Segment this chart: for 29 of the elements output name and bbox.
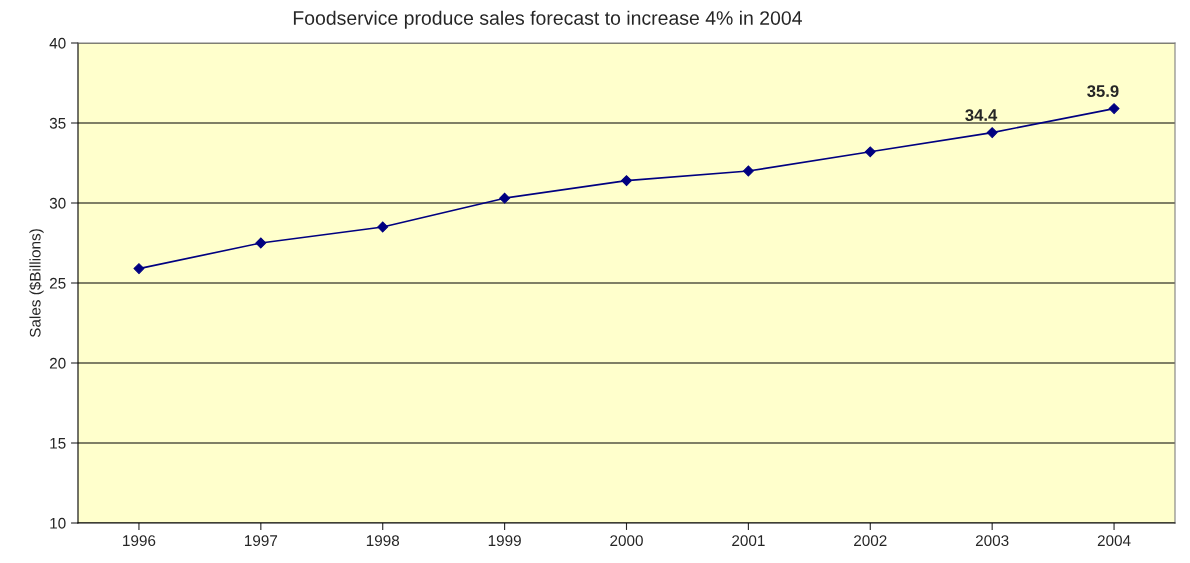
data-label: 34.4: [965, 109, 998, 121]
x-tick-label: 1999: [488, 535, 521, 547]
x-tick-label: 1997: [245, 535, 278, 547]
point: [621, 175, 632, 187]
x-tick-label: 2004: [1097, 535, 1131, 547]
point: [133, 263, 145, 275]
x-tick-label: 2000: [610, 535, 643, 547]
y-tick-label: 35: [49, 117, 66, 129]
y-tick-label: 15: [50, 438, 66, 449]
y-tick-label: 10: [50, 517, 66, 529]
y-tick-label: 40: [49, 37, 66, 49]
point: [499, 192, 511, 204]
point: [742, 165, 754, 177]
x-tick-label: 2003: [975, 535, 1009, 547]
x-tick-label: 2002: [854, 535, 887, 547]
y-tick-label: 30: [49, 197, 66, 209]
y-tick-label: 20: [49, 357, 66, 369]
point: [864, 146, 876, 158]
y-axis-title: Sales ($Billions): [29, 229, 44, 338]
data-label: 35.9: [1087, 85, 1119, 97]
point: [255, 237, 267, 249]
chart-title: Foodservice produce sales forecast to increase 4% in 2004: [293, 10, 802, 29]
point: [986, 127, 998, 139]
point: [1108, 103, 1120, 115]
x-tick-label: 1998: [366, 535, 400, 547]
x-tick-label: 2001: [732, 535, 765, 547]
point: [377, 221, 389, 233]
x-tick-label: 1996: [123, 535, 156, 547]
y-tick-label: 25: [49, 277, 66, 289]
